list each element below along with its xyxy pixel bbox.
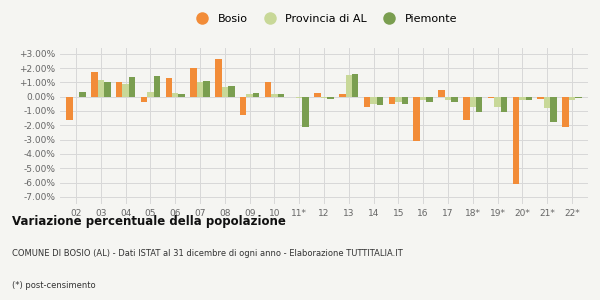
Legend: Bosio, Provincia di AL, Piemonte: Bosio, Provincia di AL, Piemonte	[187, 10, 461, 29]
Bar	[321, 97, 327, 98]
Bar	[550, 97, 557, 122]
Bar	[401, 97, 408, 104]
Bar	[346, 75, 352, 97]
Bar	[413, 97, 420, 141]
Bar	[228, 86, 235, 97]
Bar	[526, 97, 532, 100]
Bar	[470, 97, 476, 107]
Bar	[569, 97, 575, 100]
Bar	[339, 94, 346, 97]
Bar	[314, 93, 321, 97]
Text: (*) post-censimento: (*) post-censimento	[12, 280, 95, 290]
Bar	[221, 87, 228, 97]
Bar	[488, 97, 494, 98]
Bar	[451, 97, 458, 102]
Bar	[364, 97, 370, 107]
Bar	[501, 97, 507, 112]
Bar	[116, 82, 122, 97]
Bar	[463, 97, 470, 120]
Bar	[278, 94, 284, 97]
Bar	[141, 97, 147, 102]
Bar	[302, 97, 309, 127]
Bar	[519, 97, 526, 100]
Bar	[104, 82, 110, 97]
Bar	[377, 97, 383, 105]
Text: COMUNE DI BOSIO (AL) - Dati ISTAT al 31 dicembre di ogni anno - Elaborazione TUT: COMUNE DI BOSIO (AL) - Dati ISTAT al 31 …	[12, 249, 403, 258]
Bar	[445, 97, 451, 100]
Bar	[544, 97, 550, 108]
Bar	[197, 82, 203, 97]
Bar	[395, 97, 401, 102]
Bar	[438, 90, 445, 97]
Bar	[420, 97, 427, 100]
Bar	[271, 94, 278, 97]
Bar	[129, 76, 136, 97]
Bar	[166, 78, 172, 97]
Bar	[265, 82, 271, 97]
Bar	[91, 72, 98, 97]
Bar	[389, 97, 395, 104]
Bar	[98, 80, 104, 97]
Bar	[476, 97, 482, 112]
Bar	[215, 59, 221, 97]
Bar	[203, 81, 210, 97]
Bar	[190, 68, 197, 97]
Bar	[122, 84, 129, 97]
Bar	[253, 93, 259, 97]
Bar	[296, 97, 302, 98]
Text: Variazione percentuale della popolazione: Variazione percentuale della popolazione	[12, 214, 286, 227]
Bar	[575, 97, 581, 98]
Bar	[512, 97, 519, 184]
Bar	[562, 97, 569, 128]
Bar	[79, 92, 86, 97]
Bar	[247, 94, 253, 97]
Bar	[494, 97, 501, 107]
Bar	[327, 97, 334, 99]
Bar	[290, 97, 296, 98]
Bar	[240, 97, 247, 115]
Bar	[67, 97, 73, 120]
Bar	[538, 97, 544, 99]
Bar	[352, 74, 358, 97]
Bar	[172, 93, 178, 97]
Bar	[178, 94, 185, 97]
Bar	[147, 92, 154, 97]
Bar	[427, 97, 433, 102]
Bar	[370, 97, 377, 104]
Bar	[154, 76, 160, 97]
